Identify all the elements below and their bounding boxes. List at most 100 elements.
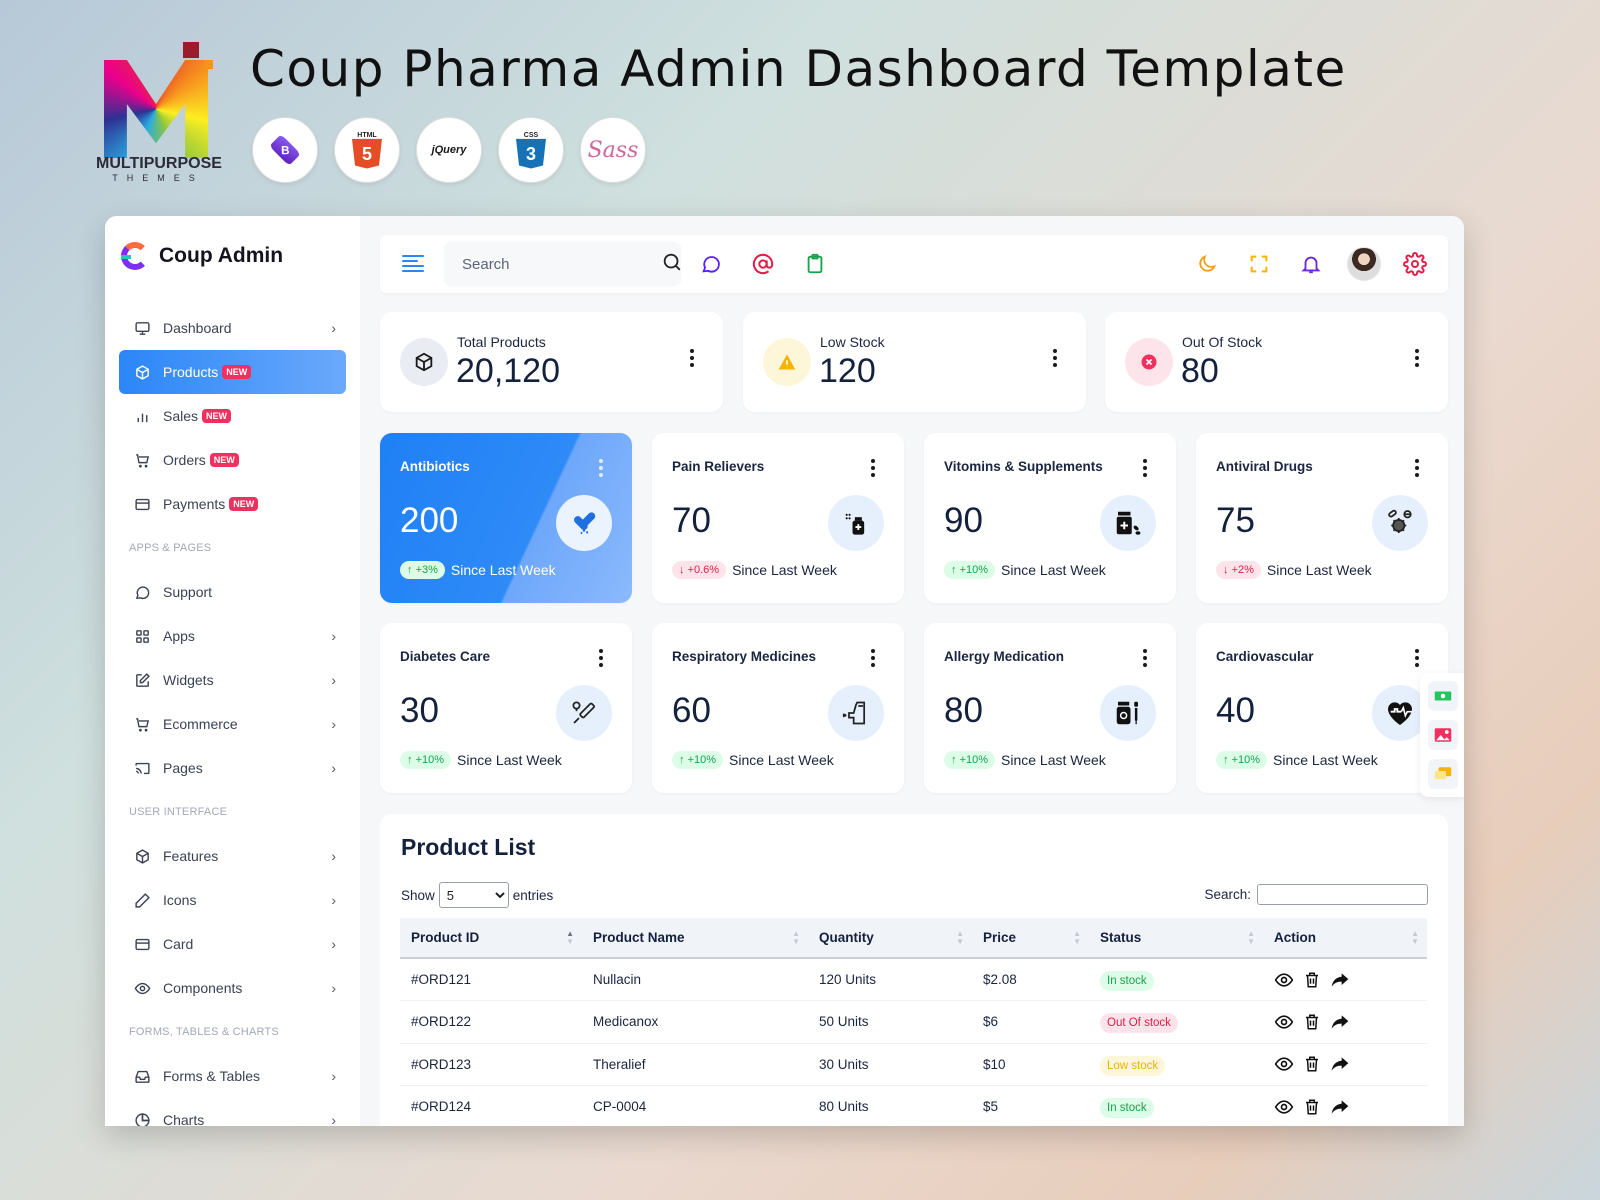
more-options-icon[interactable] <box>870 649 876 667</box>
sidebar-item-icons[interactable]: Icons › <box>119 878 346 922</box>
view-icon[interactable] <box>1274 1097 1294 1117</box>
sidebar-item-orders[interactable]: Orders NEW <box>119 438 346 482</box>
view-icon[interactable] <box>1274 1012 1294 1032</box>
category-card-diabetes-care[interactable]: Diabetes Care 30 ↑ +10% Since Last Week <box>380 623 632 793</box>
stat-value: 120 <box>819 352 876 390</box>
image-icon[interactable] <box>1428 720 1458 750</box>
chevron-right-icon: › <box>331 760 336 776</box>
table-row: #ORD122 Medicanox 50 Units $6 Out Of sto… <box>400 1000 1427 1044</box>
category-change: ↓ +0.6% Since Last Week <box>672 561 837 579</box>
trend-up-pill: ↑ +3% <box>400 561 445 579</box>
bootstrap-icon: B <box>252 117 318 183</box>
app-logo[interactable]: Coup Admin <box>121 242 283 270</box>
more-options-icon[interactable] <box>1414 649 1420 667</box>
sidebar-item-sales[interactable]: Sales NEW <box>119 394 346 438</box>
sidebar-item-forms-tables[interactable]: Forms & Tables › <box>119 1054 346 1098</box>
bell-icon[interactable] <box>1299 252 1323 276</box>
share-icon[interactable] <box>1330 970 1350 990</box>
category-value: 60 <box>672 691 711 730</box>
since-label: Since Last Week <box>732 562 837 578</box>
clipboard-icon[interactable] <box>803 252 827 276</box>
share-icon[interactable] <box>1330 1097 1350 1117</box>
jquery-label: jQuery <box>431 144 467 156</box>
more-options-icon[interactable] <box>1142 459 1148 477</box>
menu-toggle-button[interactable] <box>402 255 424 273</box>
at-sign-icon[interactable] <box>751 252 775 276</box>
moon-icon[interactable] <box>1195 252 1219 276</box>
box-icon <box>133 847 151 865</box>
view-icon[interactable] <box>1274 970 1294 990</box>
sidebar-item-pages[interactable]: Pages › <box>119 746 346 790</box>
category-card-vitamins-supplements[interactable]: Vitomins & Supplements 90 ↑ +10% Since L… <box>924 433 1176 603</box>
view-icon[interactable] <box>1274 1054 1294 1074</box>
sidebar-item-payments[interactable]: Payments NEW <box>119 482 346 526</box>
more-options-icon[interactable] <box>1142 649 1148 667</box>
column-header-product-id[interactable]: Product ID ▲ ▼ <box>400 918 582 959</box>
delete-icon[interactable] <box>1303 1097 1321 1117</box>
more-options-icon[interactable] <box>870 459 876 477</box>
category-card-respiratory-medicines[interactable]: Respiratory Medicines 60 ↑ +10% Since La… <box>652 623 904 793</box>
chat-bubbles-icon[interactable] <box>1428 759 1458 789</box>
delete-icon[interactable] <box>1303 1012 1321 1032</box>
column-header-product-name[interactable]: Product Name ▲ ▼ <box>582 918 808 959</box>
table-search-input[interactable] <box>1257 884 1428 905</box>
since-label: Since Last Week <box>450 562 556 578</box>
sidebar-item-dashboard[interactable]: Dashboard › <box>119 306 346 350</box>
more-options-icon[interactable] <box>1414 459 1420 477</box>
sidebar-item-features[interactable]: Features › <box>119 834 346 878</box>
sidebar-item-products[interactable]: Products NEW <box>119 350 346 394</box>
sidebar-item-card[interactable]: Card › <box>119 922 346 966</box>
category-card-antibiotics[interactable]: Antibiotics 200 ↑ +3% Since Last Week <box>380 433 632 603</box>
more-options-icon[interactable] <box>1052 349 1058 367</box>
category-value: 30 <box>400 691 439 730</box>
message-icon[interactable] <box>699 252 723 276</box>
cast-icon <box>133 759 151 777</box>
cell-actions <box>1263 1085 1427 1126</box>
sidebar-item-support[interactable]: Support <box>119 570 346 614</box>
sidebar-item-apps[interactable]: Apps › <box>119 614 346 658</box>
column-header-price[interactable]: Price ▲ ▼ <box>972 918 1089 959</box>
category-card-antiviral-drugs[interactable]: Antiviral Drugs 75 ↓ +2% Since Last Week <box>1196 433 1448 603</box>
category-change: ↑ +10% Since Last Week <box>1216 751 1378 769</box>
sidebar-item-widgets[interactable]: Widgets › <box>119 658 346 702</box>
share-icon[interactable] <box>1330 1054 1350 1074</box>
more-options-icon[interactable] <box>598 459 604 477</box>
trend-down-pill: ↓ +0.6% <box>672 561 727 579</box>
category-value: 80 <box>944 691 983 730</box>
search-input[interactable] <box>462 255 661 273</box>
category-card-cardiovascular[interactable]: Cardiovascular 40 ↑ +10% Since Last Week <box>1196 623 1448 793</box>
cell-status: Out Of stock <box>1089 1000 1263 1044</box>
column-header-action[interactable]: Action ▲ ▼ <box>1263 918 1427 959</box>
more-options-icon[interactable] <box>598 649 604 667</box>
avatar[interactable] <box>1347 247 1381 281</box>
sidebar-item-charts[interactable]: Charts › <box>119 1098 346 1126</box>
fullscreen-icon[interactable] <box>1247 252 1271 276</box>
sidebar-item-ecommerce[interactable]: Ecommerce › <box>119 702 346 746</box>
stat-label: Total Products <box>457 334 546 350</box>
change-value: +2% <box>1231 564 1254 576</box>
category-value: 90 <box>944 501 983 540</box>
share-icon[interactable] <box>1330 1012 1350 1032</box>
stat-card-out-of-stock: Out Of Stock 80 <box>1105 312 1448 412</box>
delete-icon[interactable] <box>1303 1054 1321 1074</box>
more-options-icon[interactable] <box>689 349 695 367</box>
sidebar-item-components[interactable]: Components › <box>119 966 346 1010</box>
column-header-quantity[interactable]: Quantity ▲ ▼ <box>808 918 972 959</box>
delete-icon[interactable] <box>1303 970 1321 990</box>
column-label: Action <box>1274 930 1316 945</box>
dropper-bottle-icon <box>1100 685 1156 741</box>
chevron-right-icon: › <box>331 320 336 336</box>
insulin-pen-icon <box>556 685 612 741</box>
category-card-pain-relievers[interactable]: Pain Relievers 70 ↓ +0.6% Since Last Wee… <box>652 433 904 603</box>
entries-select[interactable]: 5 <box>438 882 509 908</box>
category-title: Vitomins & Supplements <box>944 459 1103 474</box>
settings-icon[interactable] <box>1403 252 1427 276</box>
money-icon[interactable] <box>1428 681 1458 711</box>
bootstrap-label: B <box>280 143 290 157</box>
column-header-status[interactable]: Status ▲ ▼ <box>1089 918 1263 959</box>
more-options-icon[interactable] <box>1414 349 1420 367</box>
category-card-allergy-medication[interactable]: Allergy Medication 80 ↑ +10% Since Last … <box>924 623 1176 793</box>
topbar <box>380 235 1448 293</box>
search-icon[interactable] <box>661 251 683 278</box>
heart-pulse-icon <box>1372 685 1428 741</box>
